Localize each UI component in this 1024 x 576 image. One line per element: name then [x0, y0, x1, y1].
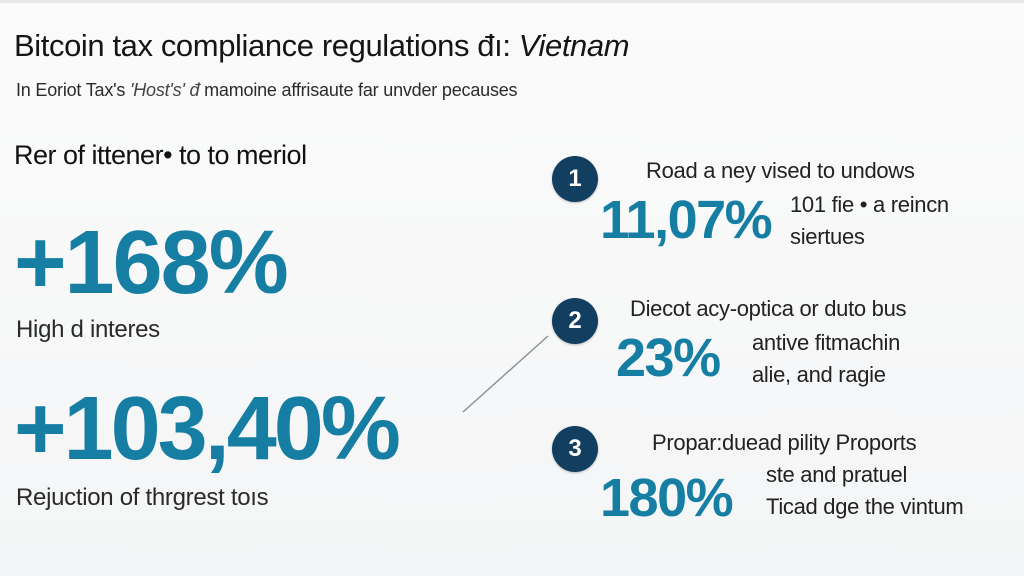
- item-2-line-2: antive fitmachin: [752, 330, 901, 355]
- title-main: Bitcoin tax compliance regulations: [14, 28, 470, 63]
- item-3-line-2: ste and pratuel: [766, 462, 908, 487]
- subtitle-end: mamoine affrisaute far unvder pecauses: [204, 80, 518, 100]
- step-badge-2: 2: [552, 298, 598, 344]
- item-percent-1: 11,07%: [600, 190, 773, 250]
- item-1-line-3: siertues: [790, 224, 865, 249]
- stat-label-2: Rejuction of thrgrest toıs: [16, 484, 269, 511]
- title-country: Vietnam: [518, 28, 630, 63]
- title-connector: đı:: [469, 28, 519, 63]
- item-1-line-1: Road a ney vised to undows: [646, 158, 915, 183]
- subtitle-italic: 'Host's' đ: [129, 80, 205, 100]
- stat-label-1: High d interes: [16, 316, 160, 343]
- top-divider: [0, 0, 1024, 3]
- connector-line: [462, 335, 549, 413]
- stat-value-2: +103,40%: [14, 379, 401, 479]
- item-1-line-2: 101 fie • a reincn: [790, 192, 949, 217]
- item-percent-3: 180%: [600, 468, 734, 528]
- item-3-line-1: Propar:duead pility Proports: [652, 430, 917, 455]
- item-percent-2: 23%: [616, 328, 721, 388]
- step-badge-3: 3: [552, 426, 598, 472]
- page-title: Bitcoin tax compliance regulations đı: V…: [14, 28, 630, 64]
- subtitle-main: In Eoriot Tax's: [16, 80, 130, 100]
- page-subtitle: In Eoriot Tax's 'Host's' đ mamoine affri…: [16, 80, 518, 101]
- step-badge-1: 1: [552, 156, 598, 202]
- item-2-line-1: Diecot acy-optica or duto bus: [630, 296, 907, 321]
- item-3-line-3: Ticad dge the vintum: [766, 494, 964, 519]
- stat-value-1: +168%: [14, 213, 289, 313]
- item-2-line-3: alie, and ragie: [752, 362, 886, 387]
- section-heading: Rer of ittener• to to meriol: [14, 140, 307, 170]
